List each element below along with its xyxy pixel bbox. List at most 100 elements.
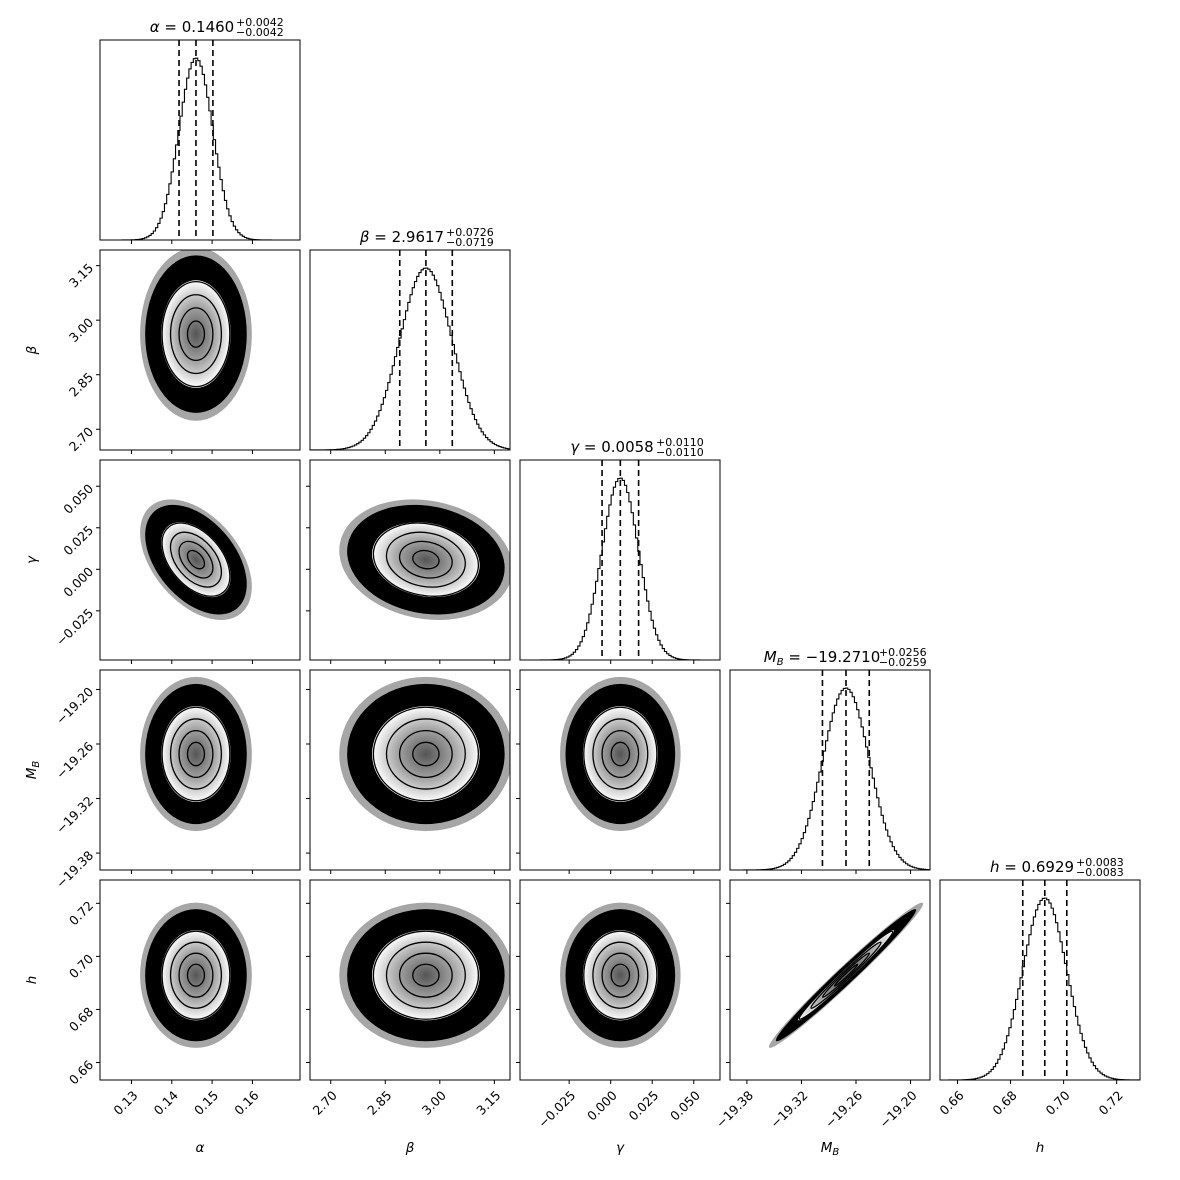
title-err-minus-beta: −0.0719 bbox=[446, 236, 494, 249]
y-tick-label-beta: 2.85 bbox=[66, 369, 96, 399]
title-err-plus-gamma: +0.0110 bbox=[656, 436, 704, 449]
x-axis-label-beta: β bbox=[405, 1140, 415, 1156]
density-fill bbox=[161, 706, 231, 802]
panel-frame bbox=[729, 879, 931, 1081]
title-err-minus-gamma: −0.0110 bbox=[656, 446, 704, 459]
x-axis-label-h: h bbox=[1036, 1140, 1045, 1156]
title-beta: β = 2.9617 bbox=[359, 228, 444, 246]
contour-2 bbox=[169, 531, 223, 588]
contour-0 bbox=[186, 549, 206, 570]
panel-frame bbox=[729, 669, 931, 871]
x-tick-label-h: 0.66 bbox=[936, 1088, 966, 1118]
title-err-plus-MB: +0.0256 bbox=[879, 646, 927, 659]
density-fill bbox=[161, 930, 231, 1021]
contour-0 bbox=[833, 963, 859, 987]
x-axis-label-alpha: α bbox=[196, 1140, 205, 1156]
panel-frame bbox=[309, 879, 511, 1081]
y-tick-label-MB: −19.38 bbox=[53, 848, 96, 891]
contour-1 bbox=[398, 540, 453, 579]
histogram-h bbox=[940, 897, 1140, 1080]
density-fill bbox=[582, 930, 658, 1021]
contour-2 bbox=[385, 531, 466, 588]
panel-gamma-hist: γ = 0.0058 +0.0110−0.0110 bbox=[519, 436, 721, 664]
contour-1 bbox=[178, 729, 214, 779]
density-fill bbox=[582, 706, 658, 802]
x-tick-label-MB: −19.38 bbox=[713, 1088, 756, 1131]
y-tick-label-h: 0.72 bbox=[66, 898, 96, 928]
histogram-MB bbox=[730, 687, 930, 870]
y-tick-label-h: 0.70 bbox=[66, 951, 96, 981]
contour-3 bbox=[372, 706, 480, 802]
y-tick-label-MB: −19.20 bbox=[53, 684, 96, 727]
panel-gamma-vs-MB bbox=[516, 669, 721, 874]
x-tick-label-alpha: 0.13 bbox=[110, 1088, 140, 1118]
panel-frame bbox=[519, 669, 721, 871]
x-tick-label-gamma: 0.050 bbox=[667, 1088, 703, 1124]
y-tick-label-h: 0.68 bbox=[66, 1004, 96, 1034]
x-tick-label-h: 0.72 bbox=[1096, 1088, 1126, 1118]
contour-2 bbox=[169, 294, 223, 375]
y-tick-label-h: 0.66 bbox=[66, 1057, 96, 1087]
x-tick-label-MB: −19.32 bbox=[767, 1088, 810, 1131]
contour-3 bbox=[583, 930, 658, 1020]
contour-3 bbox=[583, 706, 658, 802]
panel-beta-hist: β = 2.9617 +0.0726−0.0719 bbox=[309, 226, 511, 454]
contour-2 bbox=[169, 941, 223, 1009]
contour-2 bbox=[169, 718, 223, 790]
contour-1 bbox=[178, 952, 214, 998]
panel-frame bbox=[99, 39, 301, 241]
panel-alpha-hist: α = 0.1460 +0.0042−0.0042 bbox=[99, 16, 301, 244]
panel-beta-vs-gamma bbox=[306, 459, 511, 664]
contour-1 bbox=[821, 952, 871, 998]
panel-frame bbox=[99, 879, 301, 1081]
panel-frame bbox=[99, 249, 301, 451]
x-tick-label-alpha: 0.16 bbox=[231, 1088, 261, 1118]
title-MB: MB = −19.2710 bbox=[764, 648, 881, 668]
panel-frame bbox=[99, 459, 301, 661]
contour-2 bbox=[592, 941, 649, 1009]
histogram-alpha bbox=[100, 57, 300, 240]
contour-0 bbox=[412, 963, 440, 987]
contour-2 bbox=[385, 718, 466, 790]
panel-alpha-vs-h: 0.13 0.14 0.15 0.16 0.66 0.68 0.70 0.72 bbox=[66, 879, 301, 1118]
contour-1 bbox=[601, 729, 640, 779]
panel-frame bbox=[519, 879, 721, 1081]
contour-3 bbox=[372, 930, 480, 1020]
y-axis-label-gamma: γ bbox=[24, 555, 40, 564]
x-tick-label-MB: −19.20 bbox=[876, 1088, 919, 1131]
panel-frame bbox=[99, 669, 301, 871]
x-tick-label-h: 0.68 bbox=[989, 1088, 1019, 1118]
y-tick-label-beta: 2.70 bbox=[66, 424, 96, 454]
x-tick-label-gamma: 0.000 bbox=[584, 1088, 620, 1124]
panel-beta-vs-MB bbox=[306, 669, 511, 874]
panel-frame bbox=[309, 459, 511, 661]
title-alpha: α = 0.1460 bbox=[150, 18, 234, 36]
panel-frame bbox=[519, 459, 721, 661]
panel-beta-vs-h: 2.70 2.85 3.00 3.15 bbox=[306, 879, 511, 1118]
title-err-minus-h: −0.0083 bbox=[1076, 866, 1124, 879]
panel-frame bbox=[309, 249, 511, 451]
y-axis-label-h: h bbox=[24, 976, 40, 985]
contour-1 bbox=[398, 952, 453, 998]
contour-0 bbox=[412, 549, 440, 570]
x-tick-label-gamma: 0.025 bbox=[625, 1088, 661, 1124]
contour-0 bbox=[186, 320, 206, 348]
y-tick-label-beta: 3.00 bbox=[66, 315, 96, 345]
y-tick-label-gamma: 0.000 bbox=[60, 564, 96, 600]
contour-1 bbox=[601, 952, 640, 998]
x-tick-label-beta: 3.00 bbox=[419, 1088, 449, 1118]
histogram-beta bbox=[310, 267, 510, 450]
y-tick-label-gamma: 0.050 bbox=[60, 481, 96, 517]
contour-3 bbox=[161, 930, 231, 1020]
panel-alpha-vs-gamma: −0.025 0.000 0.025 0.050 bbox=[53, 459, 301, 664]
contour-2 bbox=[592, 718, 649, 790]
x-tick-label-MB: −19.26 bbox=[822, 1088, 865, 1131]
density-fill bbox=[372, 522, 480, 598]
x-tick-label-beta: 2.70 bbox=[310, 1088, 340, 1118]
title-gamma: γ = 0.0058 bbox=[570, 438, 653, 456]
title-h: h = 0.6929 bbox=[990, 858, 1074, 876]
y-tick-label-beta: 3.15 bbox=[66, 260, 96, 290]
panel-MB-hist: MB = −19.2710+0.0256−0.0259 bbox=[729, 646, 931, 874]
contour-1 bbox=[178, 540, 214, 579]
